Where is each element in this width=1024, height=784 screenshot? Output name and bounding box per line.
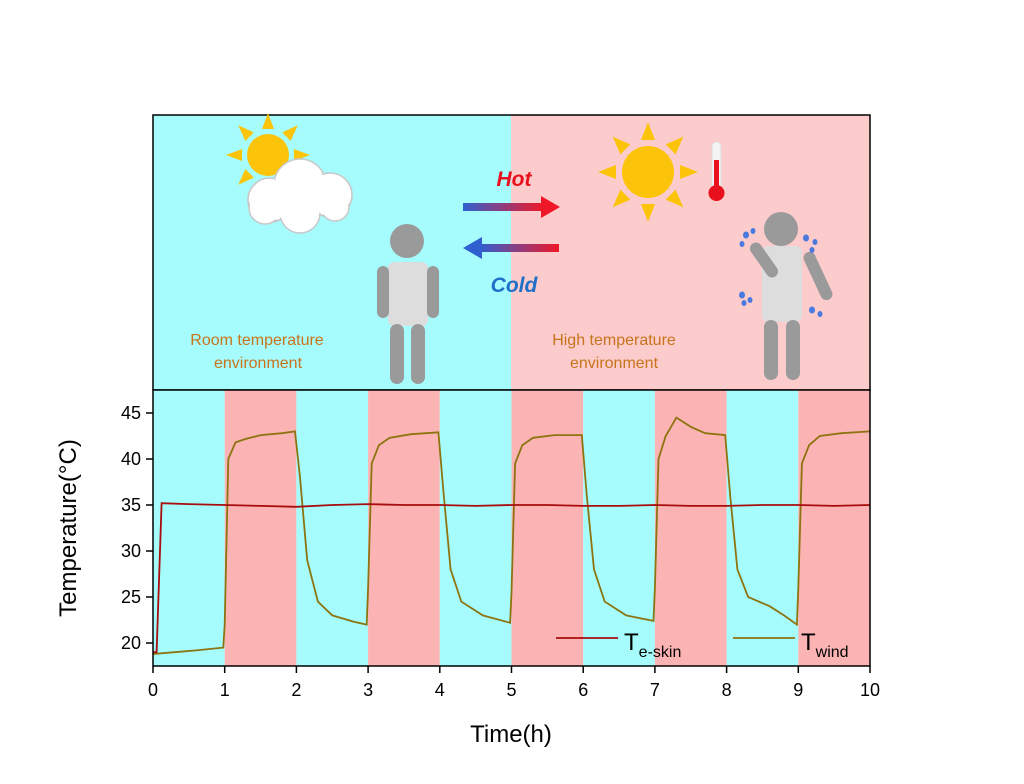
background-band-room <box>439 390 512 666</box>
hot-label: Hot <box>497 168 533 191</box>
legend-label-skin: Te-skin <box>624 629 681 661</box>
background-band-high <box>368 390 440 666</box>
x-tick-label: 4 <box>435 680 445 700</box>
background-band-high <box>654 390 727 666</box>
sun-ray <box>226 149 242 161</box>
high-env-label-line1: High temperature <box>552 332 676 349</box>
sun-ray <box>612 136 631 155</box>
background-band-high <box>224 390 297 666</box>
background-band-room <box>296 390 369 666</box>
y-axis-label: Temperature(°C) <box>55 439 82 617</box>
sun-ray <box>282 125 298 141</box>
y-tick-label: 35 <box>121 495 141 515</box>
sun-ray <box>262 113 274 129</box>
sun-ray <box>665 136 684 155</box>
sun-ray <box>612 189 631 208</box>
sun-ray <box>641 204 655 222</box>
room-env-label-line2: environment <box>214 355 303 372</box>
sweat-drops-icon <box>739 228 823 317</box>
background-band-high <box>798 390 870 666</box>
y-tick-label: 25 <box>121 587 141 607</box>
sun-ray <box>641 122 655 140</box>
sweating-person-icon <box>749 212 833 380</box>
sun-ray <box>238 125 254 141</box>
sun-ray <box>680 165 698 179</box>
illustration-panel: Hot Cold Room temperature environment Hi… <box>152 113 871 391</box>
x-tick-label: 10 <box>860 680 880 700</box>
x-axis-label: Time(h) <box>470 721 552 748</box>
hot-arrow <box>463 196 560 218</box>
y-tick-label: 30 <box>121 541 141 561</box>
sun-ray <box>238 169 254 185</box>
x-tick-label: 7 <box>650 680 660 700</box>
x-tick-label: 8 <box>722 680 732 700</box>
background-band-high <box>511 390 584 666</box>
y-tick-label: 45 <box>121 403 141 423</box>
x-tick-label: 2 <box>291 680 301 700</box>
cold-arrow <box>463 237 559 259</box>
background-band-room <box>726 390 799 666</box>
hot-sun-icon <box>598 122 698 222</box>
high-env-label-line2: environment <box>570 355 659 372</box>
x-tick-label: 3 <box>363 680 373 700</box>
background-band-room <box>153 390 225 666</box>
thermometer-icon <box>708 141 725 201</box>
x-tick-label: 0 <box>148 680 158 700</box>
sun-ray <box>665 189 684 208</box>
x-tick-label: 9 <box>793 680 803 700</box>
legend: Te-skin Twind <box>556 629 849 661</box>
room-env-label-line1: Room temperature <box>190 332 323 349</box>
series-line-skin <box>153 502 871 654</box>
background-band-room <box>583 390 655 666</box>
y-tick-label: 40 <box>121 449 141 469</box>
cold-label: Cold <box>491 274 539 297</box>
series-line-wind <box>152 416 871 655</box>
x-tick-label: 1 <box>220 680 230 700</box>
sun-ray <box>294 149 310 161</box>
x-tick-label: 5 <box>506 680 516 700</box>
sun-icon <box>226 113 310 197</box>
x-tick-label: 6 <box>578 680 588 700</box>
sun-ray <box>598 165 616 179</box>
legend-label-wind: Twind <box>801 629 849 661</box>
room-environment-background <box>153 115 511 390</box>
person-icon <box>377 224 439 384</box>
y-tick-label: 20 <box>121 633 141 653</box>
plot-frame <box>152 389 871 667</box>
